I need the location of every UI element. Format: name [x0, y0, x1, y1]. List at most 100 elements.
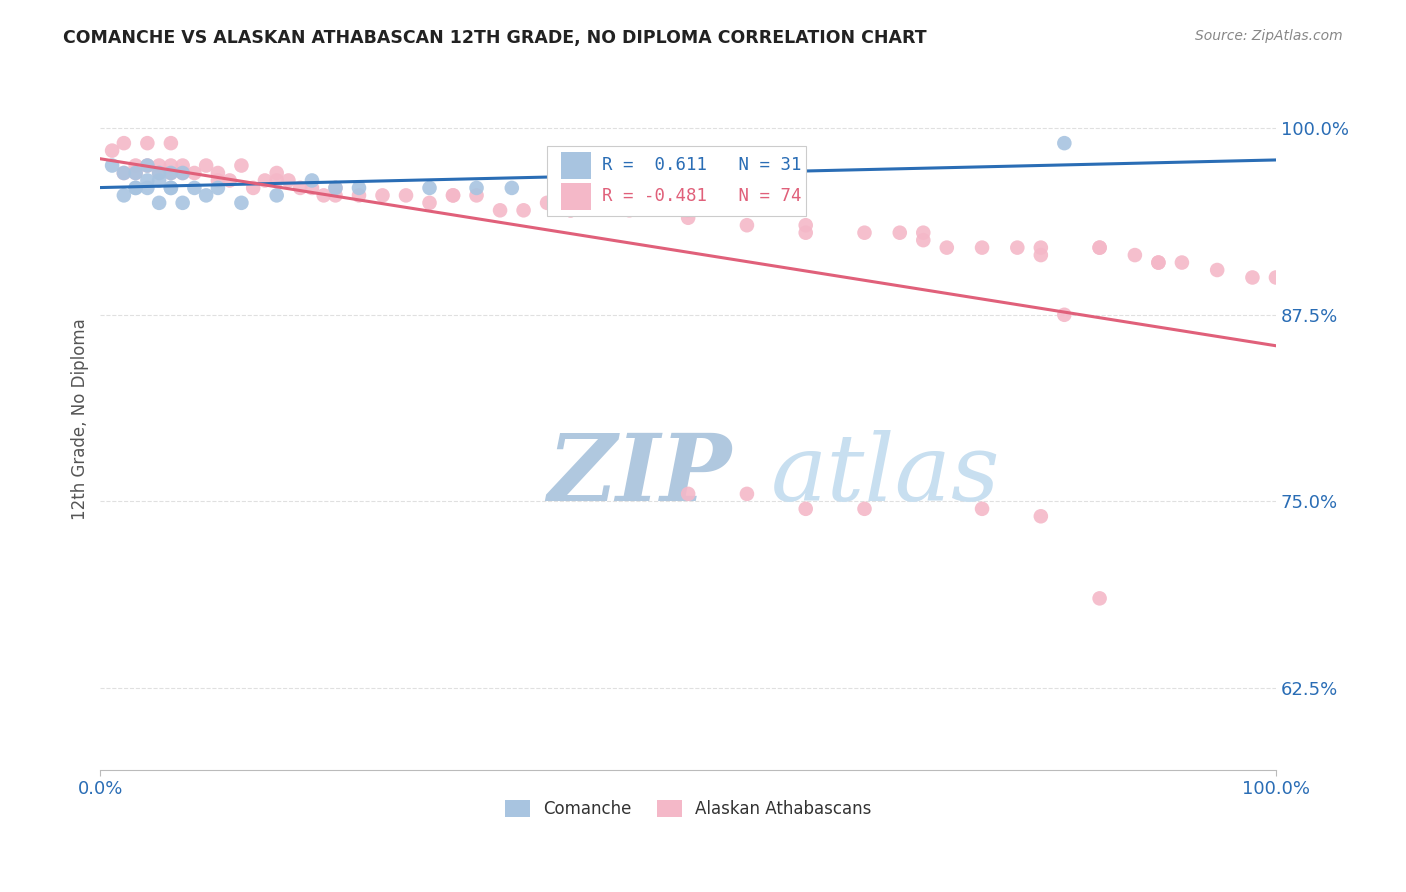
Point: [1241, 270, 1264, 285]
Point: [124, 181, 146, 195]
Point: [301, 173, 323, 187]
Point: [160, 181, 183, 195]
Text: atlas: atlas: [770, 430, 1000, 520]
Point: [912, 226, 935, 240]
Point: [395, 188, 418, 202]
Point: [136, 173, 159, 187]
Point: [290, 181, 312, 195]
Point: [347, 188, 370, 202]
Point: [148, 195, 170, 210]
Point: [160, 136, 183, 150]
Point: [1053, 136, 1076, 150]
Point: [112, 188, 135, 202]
Point: [853, 226, 876, 240]
Point: [912, 233, 935, 247]
Point: [371, 188, 394, 202]
Point: [160, 181, 183, 195]
Point: [207, 166, 229, 180]
Point: [172, 166, 194, 180]
Point: [1007, 241, 1029, 255]
Point: [794, 501, 817, 516]
Point: [112, 166, 135, 180]
Point: [1029, 241, 1052, 255]
Point: [207, 181, 229, 195]
Point: [794, 219, 817, 233]
Point: [301, 181, 323, 195]
Point: [218, 173, 240, 187]
Point: [794, 226, 817, 240]
Point: [124, 166, 146, 180]
Point: [1088, 591, 1111, 606]
Point: [1147, 255, 1170, 269]
Point: [536, 195, 558, 210]
Point: [441, 188, 464, 202]
Point: [676, 203, 699, 218]
Point: [735, 487, 758, 501]
Bar: [561, 152, 591, 178]
Point: [277, 173, 299, 187]
Point: [1171, 255, 1194, 269]
Point: [970, 241, 993, 255]
FancyBboxPatch shape: [547, 145, 806, 216]
Point: [148, 166, 170, 180]
Point: [560, 173, 582, 187]
Point: [195, 188, 218, 202]
Point: [1206, 263, 1229, 277]
Point: [253, 173, 276, 187]
Point: [136, 181, 159, 195]
Point: [935, 241, 957, 255]
Point: [207, 173, 229, 187]
Point: [195, 159, 218, 173]
Text: Source: ZipAtlas.com: Source: ZipAtlas.com: [1195, 29, 1343, 43]
Point: [101, 144, 124, 158]
Point: [560, 203, 582, 218]
Point: [160, 166, 183, 180]
Text: R = -0.481   N = 74: R = -0.481 N = 74: [602, 187, 801, 205]
Point: [1088, 241, 1111, 255]
Point: [619, 203, 641, 218]
Point: [312, 188, 335, 202]
Point: [136, 136, 159, 150]
Point: [583, 173, 606, 187]
Point: [441, 188, 464, 202]
Point: [1053, 308, 1076, 322]
Point: [418, 181, 440, 195]
Point: [148, 159, 170, 173]
Point: [183, 166, 205, 180]
Point: [347, 181, 370, 195]
Point: [124, 181, 146, 195]
Text: COMANCHE VS ALASKAN ATHABASCAN 12TH GRADE, NO DIPLOMA CORRELATION CHART: COMANCHE VS ALASKAN ATHABASCAN 12TH GRAD…: [63, 29, 927, 46]
Point: [1088, 241, 1111, 255]
Point: [112, 136, 135, 150]
Legend: Comanche, Alaskan Athabascans: Comanche, Alaskan Athabascans: [498, 793, 877, 825]
Point: [172, 159, 194, 173]
Point: [501, 181, 523, 195]
Point: [160, 159, 183, 173]
Point: [231, 159, 253, 173]
Point: [970, 501, 993, 516]
Point: [266, 166, 288, 180]
Point: [1147, 255, 1170, 269]
Point: [1265, 270, 1288, 285]
Point: [231, 195, 253, 210]
Point: [112, 166, 135, 180]
Point: [148, 166, 170, 180]
Point: [325, 188, 347, 202]
Point: [124, 159, 146, 173]
Point: [418, 195, 440, 210]
Point: [136, 159, 159, 173]
Point: [325, 181, 347, 195]
Point: [465, 181, 488, 195]
Y-axis label: 12th Grade, No Diploma: 12th Grade, No Diploma: [72, 318, 89, 520]
Point: [266, 173, 288, 187]
Point: [853, 501, 876, 516]
Point: [172, 166, 194, 180]
Point: [889, 226, 911, 240]
Point: [172, 195, 194, 210]
Point: [735, 219, 758, 233]
Point: [325, 181, 347, 195]
Point: [101, 159, 124, 173]
Point: [183, 181, 205, 195]
Point: [1029, 248, 1052, 262]
Point: [124, 166, 146, 180]
